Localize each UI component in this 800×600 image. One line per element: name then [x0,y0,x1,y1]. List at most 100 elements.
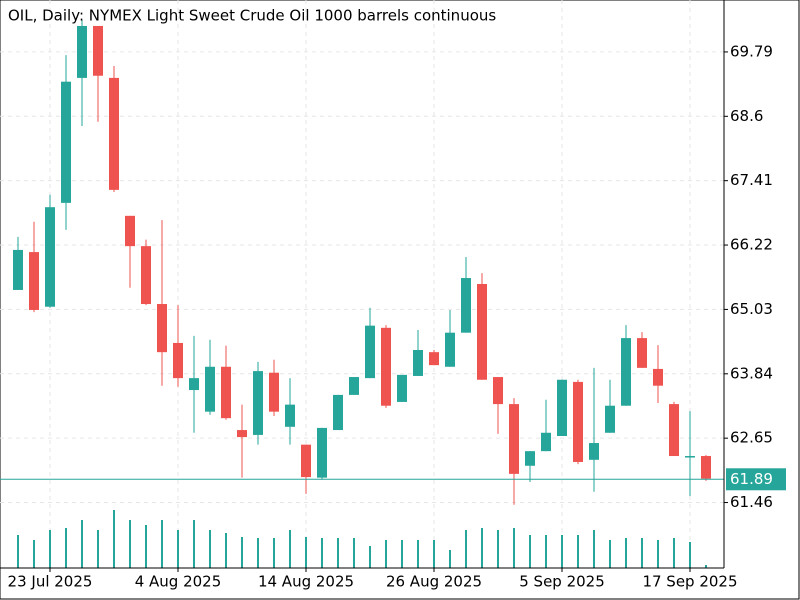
volume-bar [417,540,419,568]
candle-body [157,304,167,353]
volume-bar [49,530,51,568]
candle-body [605,405,615,433]
y-tick-label: 68.6 [730,107,763,125]
candle-body [45,207,55,307]
candle-body [573,381,583,462]
volume-bar [689,542,691,568]
candle-body [29,252,39,310]
volume-bar [353,538,355,568]
volume-bar [465,530,467,568]
candle-body [237,430,247,438]
candle-body [509,404,519,474]
volume-bar [705,565,707,568]
candle-body [13,249,23,290]
y-tick-label: 67.41 [730,171,773,189]
volume-bar [433,540,435,568]
volume-bar [177,530,179,568]
candle-body [333,394,343,431]
candle-body [173,342,183,379]
volume-bar [369,546,371,568]
volume-bar [577,535,579,568]
candle-body [557,379,567,437]
candle-body [413,349,423,376]
volume-bar [17,535,19,568]
candle-body [669,404,679,457]
volume-bar [513,528,515,568]
volume-layer [17,510,707,568]
candle-body [253,371,263,435]
axes: 61.46 62.65 63.84 65.03 66.22 67.41 68.6 69.79 2… [0,0,786,591]
x-tick-label: 4 Aug 2025 [135,573,222,591]
candle-body [397,374,407,402]
candle-body [205,366,215,412]
volume-bar [609,540,611,568]
volume-bar [225,533,227,568]
y-tick-label: 62.65 [730,429,773,447]
last-price-box [726,468,786,491]
candle-body [493,377,503,405]
y-tick-label: 63.84 [730,364,773,382]
volume-bar [305,537,307,568]
candle-body [109,77,119,190]
candle-body [301,444,311,478]
candle-body [429,352,439,366]
volume-bar [673,538,675,568]
volume-bar [401,540,403,568]
x-tick-label: 26 Aug 2025 [386,573,482,591]
candle-body [461,278,471,333]
x-tick-label: 17 Sep 2025 [642,573,737,591]
volume-bar [257,538,259,568]
volume-bar [593,530,595,568]
chart-title: OIL, Daily: NYMEX Light Sweet Crude Oil … [8,7,496,25]
candle-body [525,451,535,466]
candle-body [637,338,647,368]
volume-bar [129,520,131,568]
candle-body [701,456,711,479]
volume-bar [145,525,147,568]
last-price-label: 61.89 [730,470,773,488]
candle-body [589,443,599,460]
candle-body [189,378,199,391]
candle-body [317,427,327,478]
volume-bar [33,540,35,568]
y-tick-label: 69.79 [730,42,773,60]
candle-body [349,377,359,395]
y-tick-label: 61.46 [730,493,773,511]
candle-body [653,368,663,386]
volume-bar [65,528,67,568]
x-tick-label: 5 Sep 2025 [519,573,605,591]
candle-body [477,284,487,380]
y-tick-label: 66.22 [730,236,773,254]
volume-bar [193,520,195,568]
volume-bar [529,535,531,568]
volume-bar [97,530,99,568]
volume-bar [657,540,659,568]
volume-bar [81,520,83,568]
candle-body [61,81,71,203]
volume-bar [481,528,483,568]
x-tick-label: 23 Jul 2025 [8,573,93,591]
candle-body [381,327,391,406]
candle-body [685,456,695,458]
candle-body [269,372,279,412]
volume-bar [337,538,339,568]
volume-bar [113,510,115,568]
candle-body [141,246,151,305]
volume-bar [161,520,163,568]
volume-bar [273,538,275,568]
candle-body [365,325,375,379]
volume-bar [641,538,643,568]
volume-bar [385,540,387,568]
volume-bar [241,537,243,568]
x-tick-label: 14 Aug 2025 [258,573,354,591]
y-tick-label: 65.03 [730,300,773,318]
volume-bar [545,535,547,568]
volume-bar [449,550,451,568]
volume-bar [209,530,211,568]
candle-layer [13,20,711,505]
volume-bar [561,535,563,568]
volume-bar [497,530,499,568]
candle-body [541,432,551,452]
candle-body [77,25,87,78]
